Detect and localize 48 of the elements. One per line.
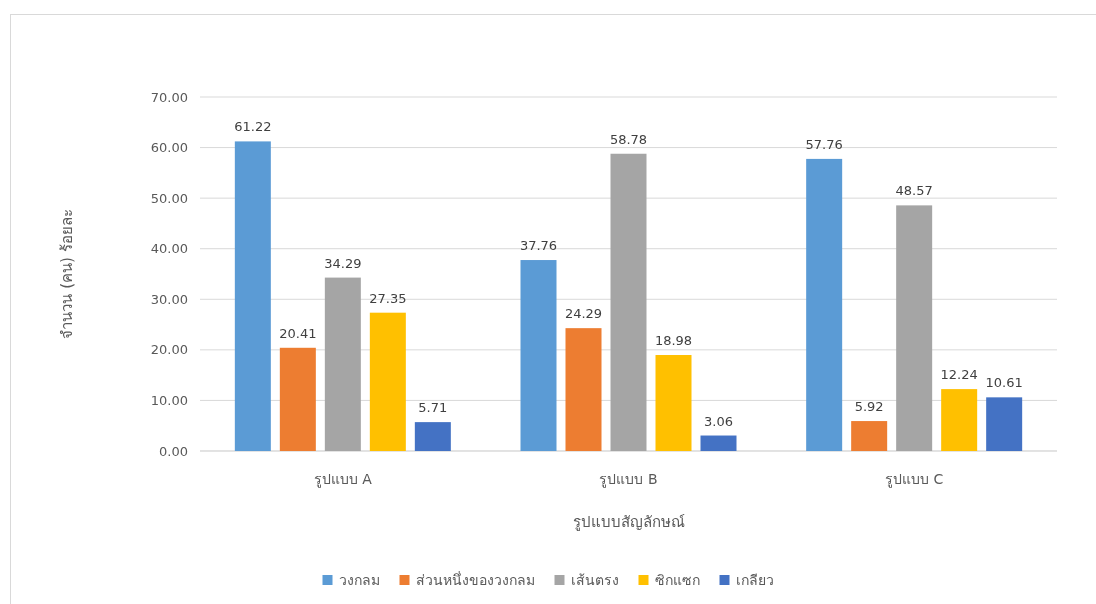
data-label: 10.61 [985,375,1023,391]
bar [986,397,1023,451]
data-label: 61.22 [234,119,272,135]
bar [655,355,692,451]
legend-label: วงกลม [338,572,380,588]
bar [520,260,557,451]
y-tick-label: 10.00 [150,392,188,408]
data-label: 24.29 [564,306,603,322]
bar [610,153,647,451]
y-tick-label: 40.00 [150,241,188,257]
bar [565,328,602,451]
y-tick-label: 0.00 [159,443,188,459]
data-label: 20.41 [279,325,317,341]
x-tick-label: รูปแบบ B [599,471,658,488]
data-label: 58.78 [609,131,648,147]
data-label: 37.76 [519,238,558,254]
data-label: 12.24 [940,367,978,383]
x-tick-label: รูปแบบ A [313,471,373,488]
bar [414,422,451,451]
bar [700,435,737,451]
data-label: 57.76 [805,136,843,152]
x-axis-title: รูปแบบสัญลักษณ์ [572,513,685,531]
y-tick-label: 30.00 [150,291,188,307]
legend-label: เส้นตรง [570,572,619,588]
legend-label: ซิกแซก [654,572,700,588]
data-label: 34.29 [324,255,362,271]
y-tick-label: 50.00 [150,190,188,206]
bar [279,347,316,451]
data-label: 18.98 [654,333,693,349]
x-tick-label: รูปแบบ C [885,471,944,488]
bar [234,141,271,451]
y-tick-label: 20.00 [150,342,188,358]
bar [941,389,978,451]
bar [324,277,361,451]
bar [806,158,843,451]
data-label: 48.57 [895,183,933,199]
legend-label: เกลียว [735,572,774,588]
bar [851,421,888,451]
y-tick-label: 70.00 [150,89,188,105]
data-label: 5.71 [418,400,448,416]
bar [896,205,933,451]
bar [369,312,406,451]
data-label: 27.35 [369,290,407,306]
y-tick-label: 60.00 [150,140,188,156]
data-label: 3.06 [704,413,733,429]
legend-label: ส่วนหนึ่งของวงกลม [415,571,535,588]
data-label: 5.92 [854,399,884,415]
y-axis-title: จำนวน (คน) ร้อยละ [58,209,76,339]
